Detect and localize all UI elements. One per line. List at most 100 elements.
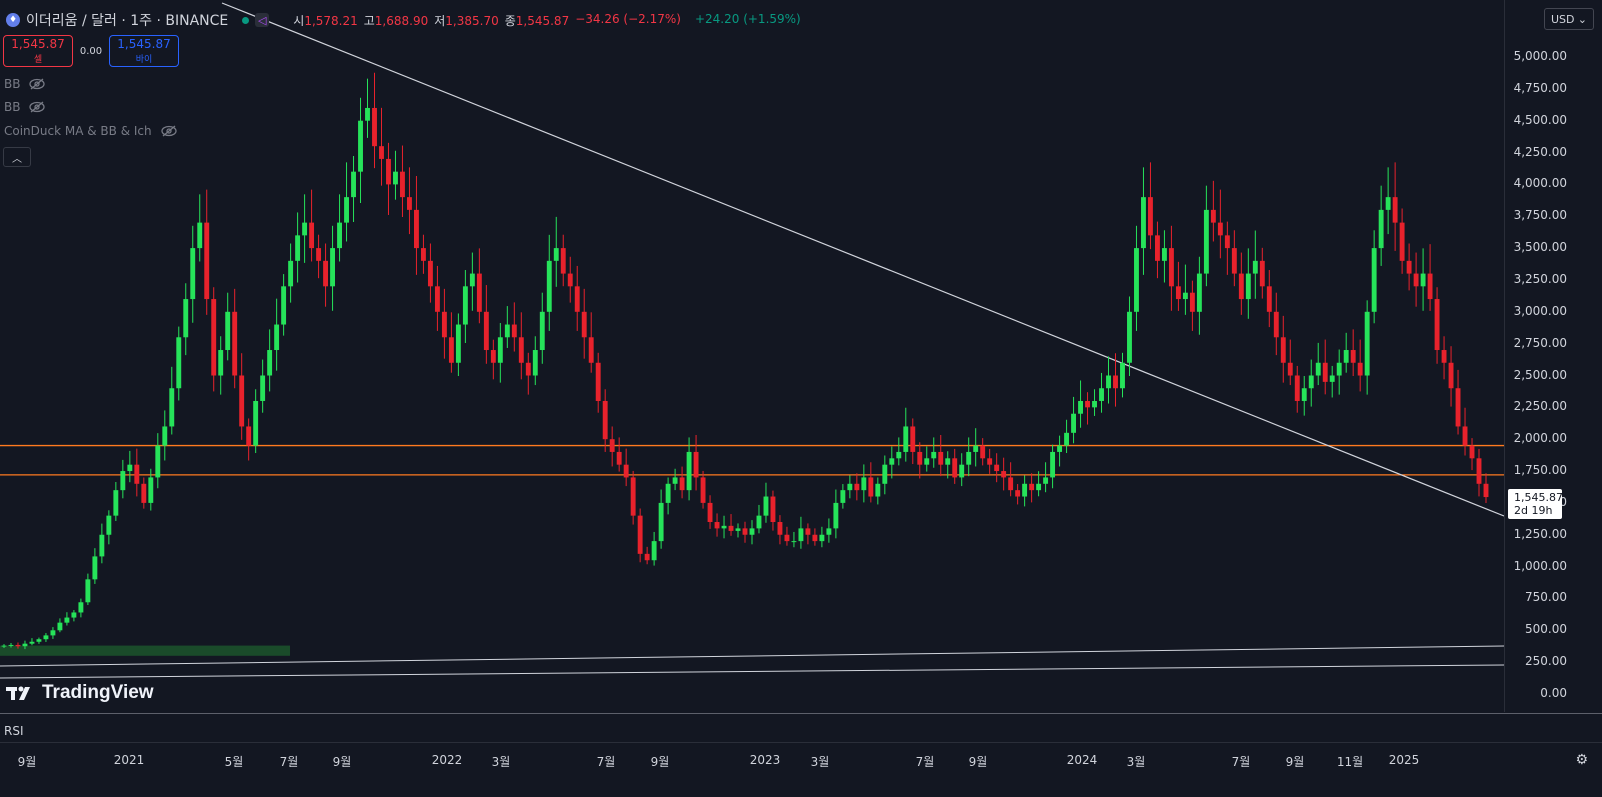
candle-body (57, 622, 63, 631)
price-tick-label: 4,500.00 (1513, 112, 1567, 127)
price-axis[interactable]: 5,000.00 4,750.00 4,500.00 4,250.00 4,000.00… (1504, 0, 1602, 712)
candle-body (246, 426, 252, 446)
candle-body (113, 490, 119, 516)
candle-body (1029, 483, 1035, 491)
candle-body (630, 477, 636, 516)
candle-body (1252, 260, 1258, 274)
last-price: 1,545.87 (1514, 491, 1563, 504)
candle-body (1001, 471, 1007, 478)
candle-body (959, 464, 965, 478)
candle-body (1322, 362, 1328, 382)
time-tick-label: 3월 (1126, 755, 1146, 769)
candle-body (966, 451, 972, 465)
indicator-bb-2[interactable]: BB (4, 100, 46, 114)
indicator-label: BB (4, 100, 21, 114)
candle-body (43, 635, 49, 640)
currency-select[interactable]: USD ⌄ (1544, 8, 1594, 30)
candle-body (868, 477, 874, 497)
time-axis[interactable]: 9월 2021 5월 7월 9월 2022 3월 7월 9월 2023 3월 7월 9월 2024 3월 7월… (0, 742, 1602, 778)
candle-body (616, 451, 622, 465)
candlestick-chart[interactable] (0, 0, 1504, 712)
candle-body (1294, 375, 1300, 401)
candle-body (595, 362, 601, 401)
indicator-bb-1[interactable]: BB (4, 77, 46, 91)
candle-body (1329, 375, 1335, 382)
candle-body (407, 197, 412, 210)
candle-body (910, 426, 916, 452)
time-tick-label: 7월 (1231, 755, 1251, 769)
candle-body (225, 311, 231, 351)
candle-body (434, 286, 440, 312)
rsi-pane[interactable]: RSI (0, 713, 1602, 743)
candle-body (539, 311, 545, 351)
candle-body (1099, 388, 1104, 401)
candle-body (106, 515, 112, 535)
candle-body (197, 222, 203, 249)
tradingview-logo-icon (6, 686, 30, 700)
eye-off-icon[interactable] (28, 101, 46, 113)
low-value: 1,385.70 (445, 13, 499, 28)
indicator-coinduck[interactable]: CoinDuck MA & BB & Ich (4, 124, 178, 138)
candle-body (204, 222, 210, 300)
candle-body (476, 273, 482, 312)
candle-body (588, 337, 594, 363)
candle-body (1476, 458, 1482, 484)
chevron-down-icon: ⌄ (1577, 12, 1587, 26)
gear-icon[interactable]: ⚙ (1575, 752, 1588, 768)
candle-body (441, 311, 447, 338)
time-tick-label: 9월 (1285, 755, 1305, 769)
collapse-legend-button[interactable]: ︿ (3, 147, 31, 167)
candle-body (1420, 273, 1426, 287)
candle-body (581, 311, 587, 338)
candle-body (295, 235, 301, 261)
candle-body (665, 483, 671, 503)
candle-body (1050, 451, 1056, 478)
time-tick-label: 9월 (332, 755, 352, 769)
price-tick-label: 0.00 (1540, 686, 1567, 700)
spread-value: 0.00 (79, 45, 103, 57)
open-label: 시 (293, 13, 305, 28)
symbol-title[interactable]: 이더리움 / 달러 · 1주 · BINANCE (26, 13, 229, 29)
candle-body (1141, 197, 1146, 249)
candle-body (1224, 235, 1230, 249)
candle-body (847, 483, 853, 491)
candle-body (1078, 400, 1083, 414)
candle-body (917, 451, 923, 465)
support-zone (0, 645, 290, 656)
candle-body (777, 522, 783, 535)
eye-off-icon[interactable] (160, 125, 178, 137)
candle-body (546, 260, 552, 312)
ascending-trendline (0, 645, 1504, 667)
candle-body (728, 525, 734, 531)
tradingview-logo[interactable]: TradingView (6, 682, 154, 704)
candle-body (567, 273, 573, 287)
candle-body (1168, 248, 1174, 287)
candle-body (1092, 400, 1097, 408)
candle-body (302, 222, 308, 236)
candle-body (379, 146, 384, 159)
candle-body (351, 171, 356, 198)
candle-body (386, 158, 391, 185)
pine-icon[interactable]: ◁ (255, 13, 270, 27)
chart-area[interactable] (0, 0, 1504, 712)
candle-body (483, 311, 489, 351)
sell-button[interactable]: 1,545.87 셀 (3, 35, 73, 67)
buy-button[interactable]: 1,545.87 바이 (109, 35, 179, 67)
candle-body (1315, 362, 1321, 376)
eye-off-icon[interactable] (28, 78, 46, 90)
candle-body (973, 445, 979, 452)
candle-body (553, 248, 559, 261)
candle-body (1308, 375, 1314, 389)
candle-body (658, 502, 664, 542)
candle-body (127, 464, 133, 472)
candle-body (50, 630, 56, 636)
candle-body (672, 477, 678, 484)
candle-body (525, 362, 531, 376)
buy-label: 바이 (135, 55, 153, 65)
candle-body (455, 324, 461, 363)
candle-body (1343, 350, 1349, 363)
candle-body (413, 209, 419, 249)
candle-body (1154, 235, 1160, 261)
candle-body (1266, 286, 1272, 312)
candle-body (574, 286, 580, 312)
